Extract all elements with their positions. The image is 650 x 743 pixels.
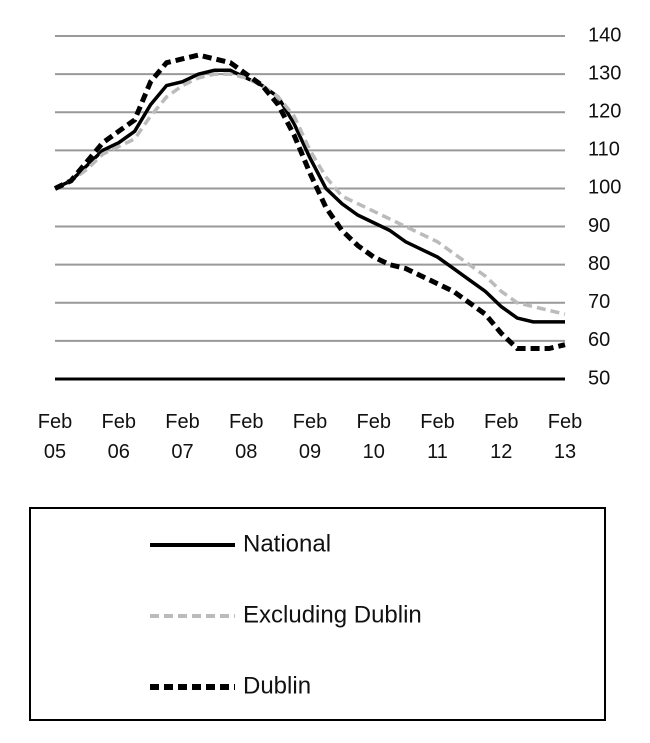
- y-tick-label: 130: [588, 62, 621, 84]
- series-line: [54, 72, 566, 316]
- series-line: [54, 68, 565, 324]
- y-tick-label: 140: [588, 24, 621, 46]
- x-tick-label: Feb 12: [484, 411, 519, 463]
- x-tick-label: Feb 08: [229, 411, 264, 463]
- y-tick-label: 120: [588, 101, 621, 123]
- legend-label: National: [243, 530, 331, 557]
- series-line: [53, 52, 566, 352]
- y-tick-label: 90: [588, 215, 610, 237]
- y-tick-label: 60: [588, 329, 610, 351]
- legend-label: Excluding Dublin: [243, 601, 422, 628]
- x-tick-label: Feb 09: [292, 411, 328, 463]
- y-tick-label: 110: [588, 139, 620, 161]
- x-tick-label: Feb 13: [547, 411, 583, 463]
- y-tick-label: 100: [588, 177, 621, 199]
- legend-label: Dublin: [243, 672, 311, 699]
- x-tick-label: Feb 10: [356, 411, 391, 463]
- x-tick-label: Feb 06: [101, 411, 136, 463]
- y-tick-label: 80: [588, 253, 610, 275]
- x-tick-label: Feb 07: [165, 411, 200, 463]
- x-tick-label: Feb 11: [420, 411, 455, 463]
- legend-box: [29, 507, 606, 721]
- x-tick-label: Feb 05: [37, 411, 73, 463]
- y-tick-label: 50: [588, 367, 610, 389]
- y-tick-label: 70: [588, 291, 610, 313]
